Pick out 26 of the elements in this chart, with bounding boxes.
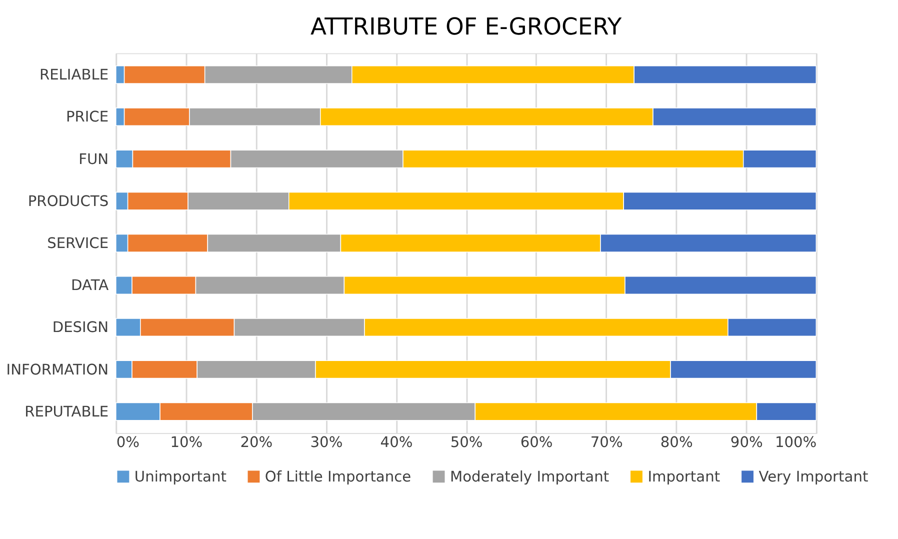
legend-label: Of Little Importance <box>264 468 412 486</box>
y-tick-label: DESIGN <box>52 319 109 336</box>
x-tick-label: 70% <box>590 434 623 452</box>
y-tick-label: PRICE <box>66 108 109 126</box>
y-tick-label: REPUTABLE <box>24 403 109 420</box>
x-tick-label: 20% <box>240 434 273 452</box>
x-tick-label: 10% <box>170 434 203 452</box>
x-tick-label: 50% <box>450 434 483 452</box>
y-tick-label: FUN <box>78 150 109 168</box>
legend-label: Very Important <box>758 468 868 486</box>
x-tick-label: 60% <box>520 434 553 452</box>
y-tick-label: RELIABLE <box>39 66 109 84</box>
x-tick-label: 80% <box>660 434 693 452</box>
y-tick-label: DATA <box>70 277 109 294</box>
legend-label: Moderately Important <box>450 468 610 486</box>
legend-label: Unimportant <box>134 468 227 486</box>
chart-title: ATTRIBUTE OF E-GROCERY <box>310 12 622 41</box>
x-tick-label: 40% <box>380 434 413 452</box>
legend-label: Important <box>648 468 720 486</box>
x-tick-label: 0% <box>116 434 140 452</box>
y-tick-label: SERVICE <box>47 235 109 252</box>
x-tick-label: 90% <box>730 434 763 452</box>
y-tick-label: INFORMATION <box>6 361 109 378</box>
x-tick-label: 100% <box>774 434 817 452</box>
x-tick-label: 30% <box>310 434 343 452</box>
y-tick-label: PRODUCTS <box>28 192 109 210</box>
